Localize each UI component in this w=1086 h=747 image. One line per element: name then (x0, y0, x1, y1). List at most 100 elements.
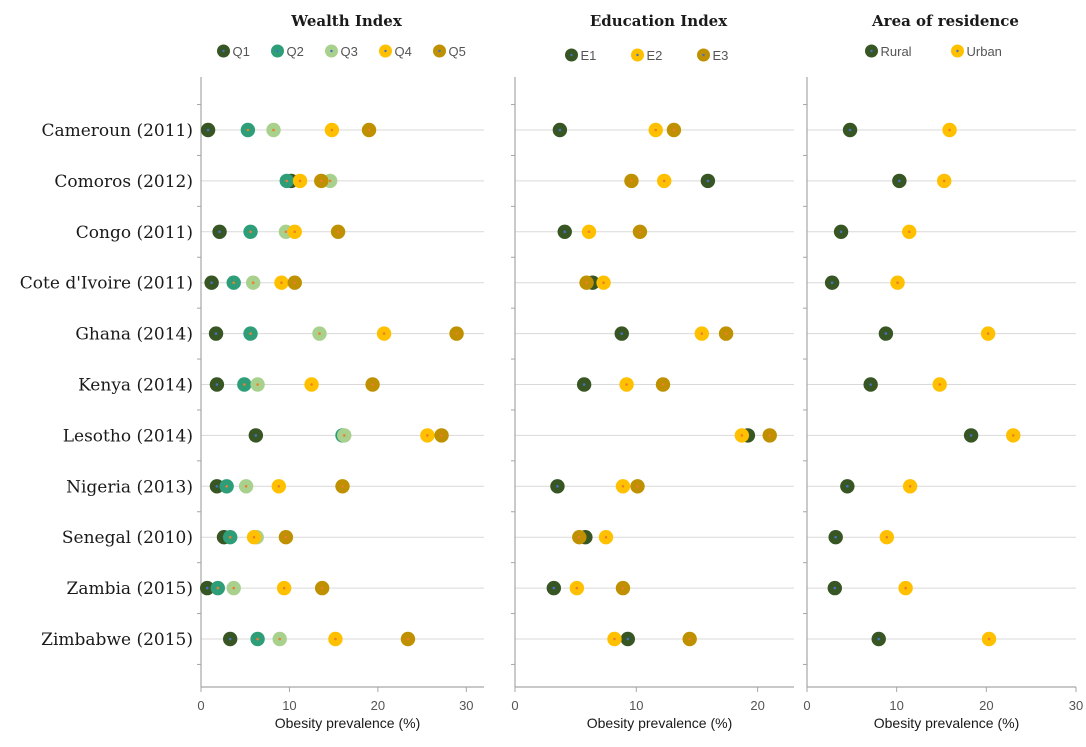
point-center-q2 (256, 637, 259, 641)
point-center-q5 (371, 383, 374, 386)
point-center-e3 (630, 179, 633, 183)
point-center-rural (869, 383, 872, 386)
point-center-urban (938, 383, 942, 386)
point-center-e1 (552, 586, 556, 590)
point-center-q3 (318, 332, 321, 335)
point-center-q4 (382, 332, 386, 335)
legend-item-e3: E3 (697, 48, 728, 63)
series-q4 (246, 122, 435, 647)
legend-item-q2: Q2 (271, 44, 304, 59)
point-center-q5 (319, 179, 323, 183)
legend-item-rural: Rural (865, 44, 912, 59)
point-center-q4 (277, 485, 281, 488)
point-center-q2 (243, 383, 246, 386)
x-tick-label-20: 20 (371, 698, 385, 713)
legend-item-urban: Urban (951, 44, 1002, 59)
point-center-q2 (249, 230, 252, 234)
point-center-e3 (638, 230, 642, 234)
series-e2 (569, 122, 750, 647)
point-center-e3 (724, 332, 728, 335)
point-center-q5 (440, 434, 443, 437)
point-center-q5 (455, 332, 458, 335)
point-center-q1 (206, 128, 210, 132)
x-axis-title: Obesity prevalence (%) (874, 715, 1020, 731)
legend-item-q1: Q1 (217, 44, 250, 59)
point-center-q4 (252, 535, 256, 539)
point-center-urban (986, 332, 990, 335)
legend-marker-center (384, 49, 387, 53)
legend-label-e1: E1 (581, 48, 597, 63)
legend-marker-center (956, 49, 959, 53)
point-center-q1 (210, 281, 213, 285)
point-center-q4 (426, 434, 429, 437)
legend-label-q2: Q2 (287, 44, 304, 59)
country-label-nigeria-2013: Nigeria (2013) (66, 477, 193, 497)
series-q5 (278, 122, 464, 647)
legend-label-q5: Q5 (449, 44, 466, 59)
point-center-e2 (613, 637, 616, 641)
point-center-e1 (563, 230, 567, 234)
point-center-q5 (367, 128, 371, 132)
legend-item-q5: Q5 (433, 44, 466, 59)
point-center-q4 (282, 586, 286, 590)
point-center-e2 (662, 179, 666, 183)
point-center-q2 (232, 281, 236, 285)
point-center-q5 (284, 535, 288, 539)
point-center-urban (948, 128, 951, 132)
point-center-q1 (218, 230, 221, 234)
panel-wealth-index: 0 10 20 30 Obesity prevalence (%) Wealth Inde… (197, 12, 484, 731)
point-center-q2 (249, 332, 252, 335)
legend-marker-center (570, 53, 573, 57)
point-center-e1 (556, 485, 559, 488)
point-center-e3 (672, 128, 676, 132)
legend-marker-center (222, 49, 225, 53)
point-center-q3 (232, 586, 236, 590)
point-center-e3 (585, 281, 588, 285)
series-rural (824, 122, 979, 647)
point-center-e1 (558, 128, 562, 132)
point-center-q1 (215, 383, 219, 386)
point-center-q2 (285, 179, 289, 183)
point-center-urban (908, 485, 912, 488)
point-center-q3 (328, 179, 332, 183)
country-label-zambia-2015: Zambia (2015) (67, 579, 193, 599)
legend-marker-center (276, 49, 279, 53)
x-tick-label-30: 30 (1069, 698, 1083, 713)
legend-item-q3: Q3 (325, 44, 358, 59)
point-center-rural (846, 485, 849, 488)
point-center-e2 (602, 281, 605, 285)
point-center-q5 (406, 637, 410, 641)
legend-label-rural: Rural (881, 44, 912, 59)
point-center-urban (907, 230, 911, 234)
point-center-e2 (604, 535, 608, 539)
legend-label-q4: Q4 (395, 44, 412, 59)
point-center-e3 (768, 434, 772, 437)
legend-label-urban: Urban (967, 44, 1002, 59)
point-center-q5 (293, 281, 297, 285)
point-center-e3 (661, 383, 665, 386)
point-center-e2 (740, 434, 744, 437)
point-center-rural (833, 586, 837, 590)
panel-title-wealth-index: Wealth Index (290, 12, 403, 30)
legend-label-e3: E3 (713, 48, 729, 63)
point-center-q4 (334, 637, 337, 641)
x-tick-label-0: 0 (803, 698, 810, 713)
point-center-rural (834, 535, 837, 539)
point-center-rural (848, 128, 852, 132)
point-center-rural (969, 434, 973, 437)
point-center-e3 (621, 586, 625, 590)
point-center-q5 (341, 485, 344, 488)
point-center-q1 (205, 586, 209, 590)
point-center-q2 (246, 128, 250, 132)
point-center-rural (884, 332, 888, 335)
point-center-rural (830, 281, 834, 285)
panel-education-index: 0 10 20 Obesity prevalence (%) Education Ind… (511, 12, 794, 731)
point-center-urban (1011, 434, 1015, 437)
point-center-q3 (251, 281, 255, 285)
country-label-congo-2011: Congo (2011) (76, 223, 193, 243)
point-center-q1 (214, 332, 218, 335)
country-label-zimbabwe-2015: Zimbabwe (2015) (41, 630, 193, 650)
point-center-q5 (336, 230, 340, 234)
point-center-e2 (575, 586, 579, 590)
legend-marker-center (870, 49, 873, 53)
